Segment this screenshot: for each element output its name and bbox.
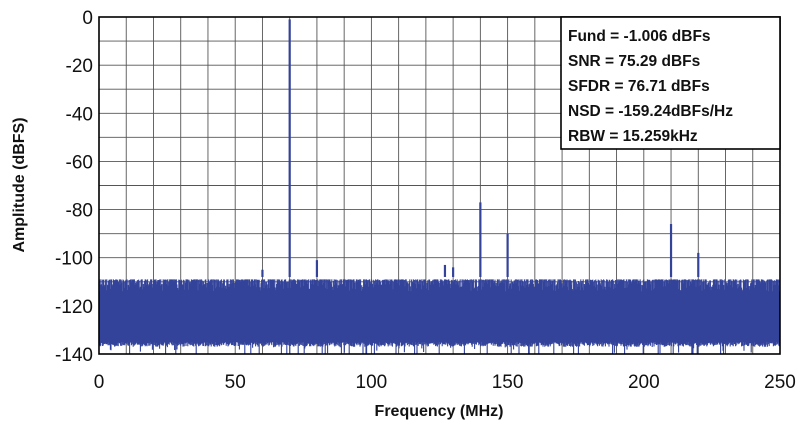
y-tick-label: -100 (55, 249, 93, 270)
x-tick-label: 0 (94, 372, 105, 393)
y-tick-label: -120 (55, 297, 93, 318)
snr-line: SNR = 75.29 dBFs (568, 53, 700, 70)
sfdr-line: SFDR = 76.71 dBFs (568, 78, 710, 95)
y-axis-ticks: 0 -20 -40 -60 -80 -100 -120 -140 (55, 8, 93, 366)
nsd-line: NSD = -159.24dBFs/Hz (568, 103, 733, 120)
x-axis-title: Frequency (MHz) (375, 403, 504, 420)
y-axis-title: Amplitude (dBFS) (11, 117, 28, 252)
spectral-peaks (261, 19, 700, 277)
x-tick-label: 250 (764, 372, 796, 393)
measurement-box: Fund = -1.006 dBFs SNR = 75.29 dBFs SFDR… (560, 16, 781, 150)
measurement-box-frame (560, 16, 781, 150)
y-tick-label: -140 (55, 345, 93, 366)
fund-line: Fund = -1.006 dBFs (568, 28, 711, 45)
rbw-line: RBW = 15.259kHz (568, 128, 698, 145)
x-axis-ticks: 0 50 100 150 200 250 (94, 372, 796, 393)
noise-floor-trace (98, 279, 780, 354)
x-tick-label: 150 (492, 372, 524, 393)
x-tick-label: 200 (628, 372, 660, 393)
y-tick-label: -40 (66, 104, 93, 125)
x-tick-label: 100 (356, 372, 388, 393)
x-tick-label: 50 (225, 372, 246, 393)
y-tick-label: -80 (66, 201, 93, 222)
plot-frame (98, 16, 781, 355)
noise-floor (98, 279, 780, 354)
y-tick-label: 0 (82, 8, 93, 29)
y-tick-label: -60 (66, 152, 93, 173)
y-tick-label: -20 (66, 56, 93, 77)
